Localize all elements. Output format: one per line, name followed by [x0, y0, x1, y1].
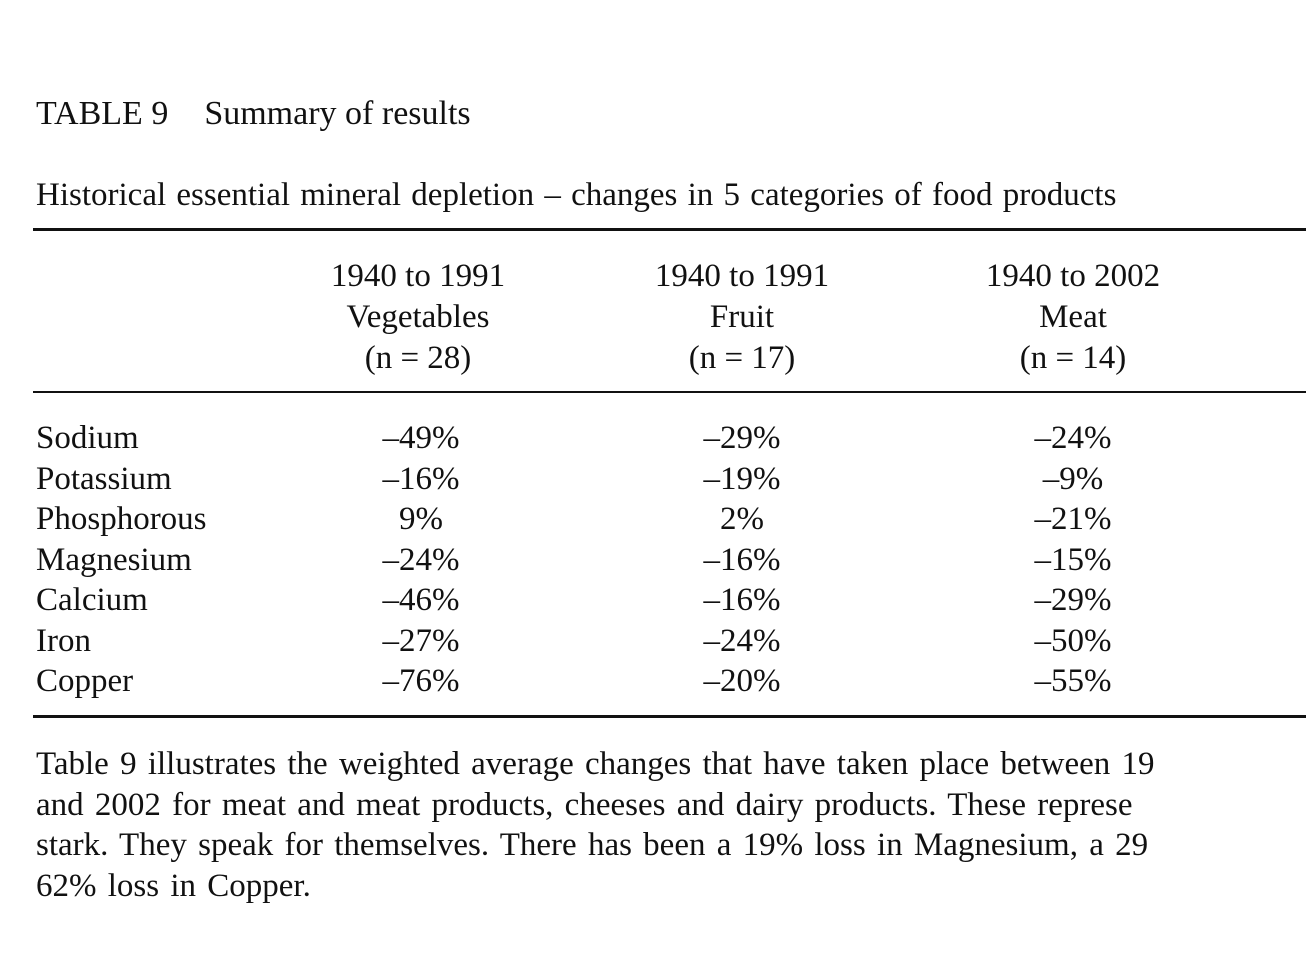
column-header-vegetables: 1940 to 1991 Vegetables (n = 28): [288, 256, 548, 379]
table-cell: –24%: [703, 622, 781, 659]
table-row: Phosphorous 9% 2% –21%: [0, 499, 1306, 540]
row-mineral: Magnesium: [36, 541, 192, 578]
table-row: Copper –76% –20% –55%: [0, 661, 1306, 702]
column-header-meat: 1940 to 2002 Meat (n = 14): [943, 256, 1203, 379]
table-cell: –21%: [1034, 501, 1112, 537]
column-category: Fruit: [709, 299, 775, 335]
table-cell: –29%: [1034, 582, 1112, 618]
table-bottom-rule: [33, 715, 1306, 718]
row-mineral: Calcium: [36, 582, 148, 618]
row-mineral: Sodium: [36, 420, 139, 456]
row-mineral: Phosphorous: [36, 501, 207, 537]
table-cell: –50%: [1034, 622, 1112, 659]
table-subtitle: Historical essential mineral depletion –…: [36, 177, 1117, 213]
column-period: 1940 to 1991: [330, 258, 506, 294]
table-row: Iron –27% –24% –50%: [0, 621, 1306, 662]
column-category: Meat: [1039, 299, 1107, 335]
row-mineral: Potassium: [36, 460, 172, 497]
table-cell: –16%: [382, 460, 460, 497]
column-period: 1940 to 1991: [654, 258, 830, 294]
table-cell: 2%: [720, 501, 764, 537]
column-category: Vegetables: [346, 299, 490, 335]
paragraph-line: stark. They speak for themselves. There …: [36, 827, 1149, 863]
table-cell: –76%: [382, 663, 460, 699]
table-row: Calcium –46% –16% –29%: [0, 580, 1306, 621]
column-period: 1940 to 2002: [985, 258, 1161, 294]
table-label: TABLE 9: [36, 95, 169, 132]
table-title: TABLE 9 Summary of results: [36, 94, 471, 134]
paragraph-line: 62% loss in Copper.: [36, 867, 311, 904]
column-sample-size: (n = 17): [688, 340, 796, 376]
table-cell: –19%: [703, 460, 781, 497]
table-cell: –27%: [382, 622, 460, 659]
table-row: Magnesium –24% –16% –15%: [0, 540, 1306, 581]
table-title-text: Summary of results: [204, 95, 471, 132]
table-cell: 9%: [399, 501, 443, 537]
body-paragraph: Table 9 illustrates the weighted average…: [36, 744, 1306, 906]
paragraph-line: and 2002 for meat and meat products, che…: [36, 786, 1133, 823]
column-header-fruit: 1940 to 1991 Fruit (n = 17): [612, 256, 872, 379]
table-cell: –46%: [382, 582, 460, 618]
table-cell: –29%: [703, 420, 781, 456]
table-cell: –16%: [703, 541, 781, 578]
column-sample-size: (n = 28): [364, 340, 472, 376]
table-cell: –20%: [703, 663, 781, 699]
table-body: Sodium –49% –29% –24% Potassium –16% –19…: [0, 418, 1306, 702]
column-sample-size: (n = 14): [1019, 340, 1127, 376]
table-cell: –15%: [1034, 541, 1112, 578]
table-header-rule: [33, 391, 1306, 393]
paragraph-line: Table 9 illustrates the weighted average…: [36, 746, 1155, 782]
row-mineral: Iron: [36, 622, 91, 659]
table-cell: –16%: [703, 582, 781, 618]
table-cell: –9%: [1042, 460, 1104, 497]
table-row: Sodium –49% –29% –24%: [0, 418, 1306, 459]
table-cell: –24%: [382, 541, 460, 578]
table-cell: –49%: [382, 420, 460, 456]
table-cell: –55%: [1034, 663, 1112, 699]
table-top-rule: [33, 228, 1306, 231]
table-row: Potassium –16% –19% –9%: [0, 459, 1306, 500]
table-cell: –24%: [1034, 420, 1112, 456]
row-mineral: Copper: [36, 663, 134, 699]
